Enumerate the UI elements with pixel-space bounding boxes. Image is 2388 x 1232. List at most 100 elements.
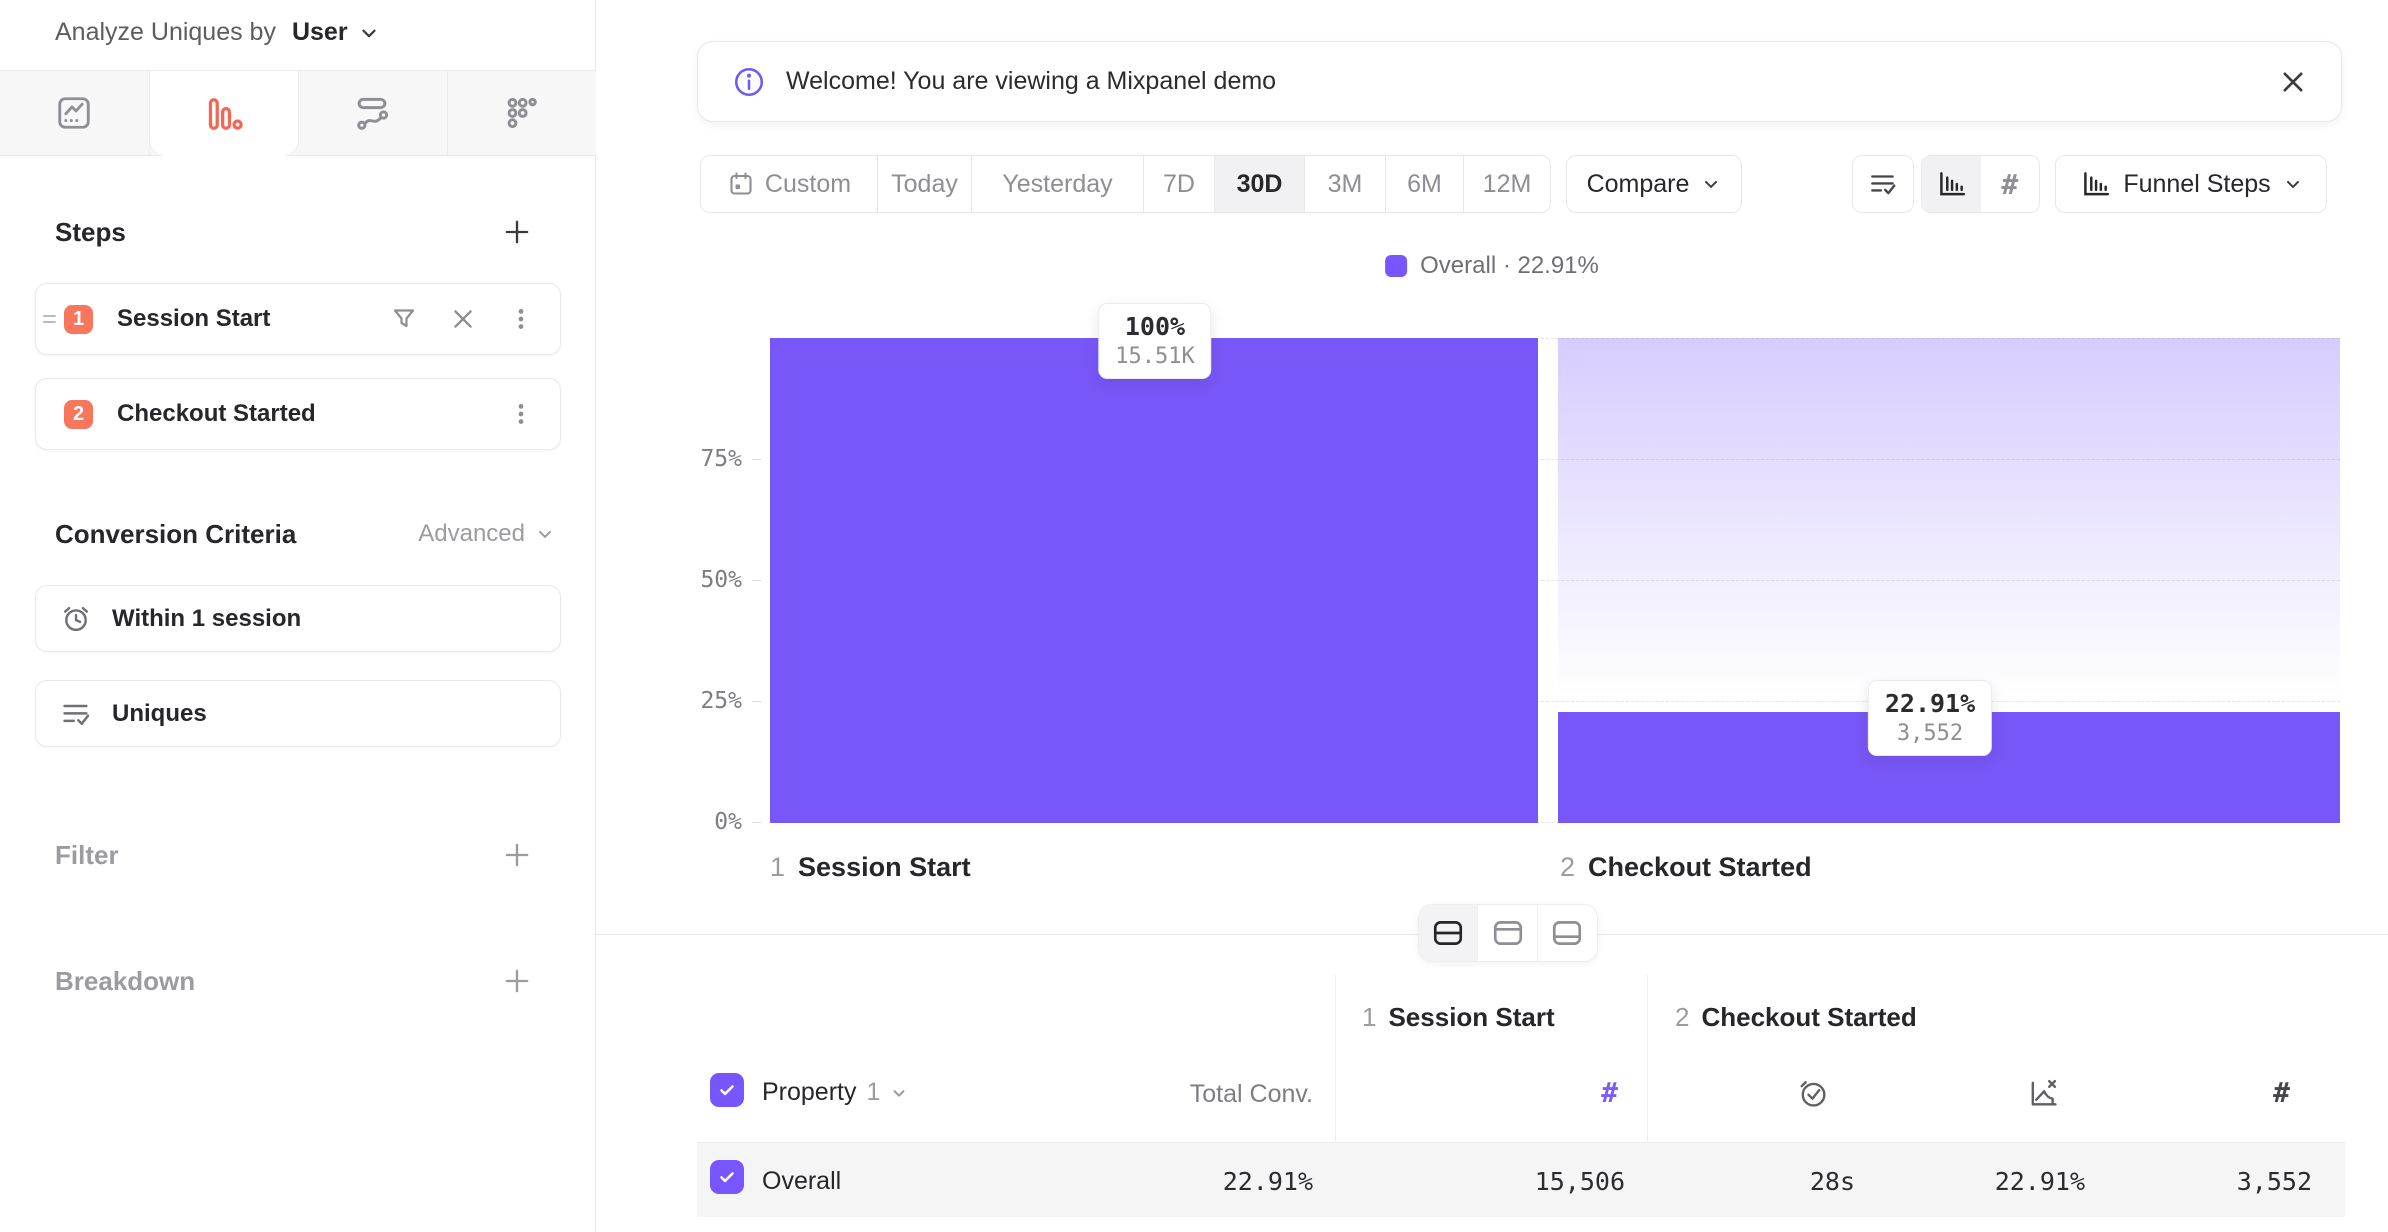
avg-time-header-icon[interactable]	[1790, 1076, 1830, 1110]
hash-icon: #	[1601, 1076, 1618, 1109]
list-check-icon	[1868, 169, 1898, 199]
step-label: Session Start	[117, 305, 271, 332]
group-name: Session Start	[1388, 1002, 1555, 1032]
gridline-0	[770, 822, 2340, 823]
chevron-down-icon	[2283, 174, 2303, 194]
counting-method-card[interactable]: Uniques	[35, 680, 561, 747]
retention-icon	[503, 94, 541, 132]
table-group-session-start: 1 Session Start	[1362, 1002, 1555, 1033]
cell-step2-uniques: 3,552	[2236, 1167, 2312, 1196]
property-label: Property	[762, 1078, 857, 1106]
group-name: Checkout Started	[1701, 1002, 1917, 1032]
drag-handle-icon[interactable]	[42, 310, 58, 328]
property-dropdown[interactable]: Property 1	[762, 1078, 908, 1107]
uniques-count-header-icon[interactable]: #	[1578, 1076, 1618, 1109]
bar-value-tooltip-step-1: 100% 15.51K	[1098, 303, 1212, 379]
tab-insights[interactable]	[0, 71, 150, 155]
date-range-yesterday[interactable]: Yesterday	[972, 156, 1144, 212]
tab-retention[interactable]	[448, 71, 597, 155]
layout-table-view[interactable]	[1538, 905, 1597, 961]
close-icon[interactable]	[2279, 68, 2307, 96]
row-checkbox[interactable]	[710, 1160, 744, 1194]
chevron-down-icon[interactable]	[358, 22, 380, 44]
bar-segment-converted	[770, 338, 1538, 823]
funnel-chart	[770, 338, 2340, 823]
gridline-100	[770, 338, 2340, 339]
value-display-toggle: #	[1921, 155, 2040, 213]
insights-icon	[55, 94, 93, 132]
date-range-6m[interactable]: 6M	[1386, 156, 1464, 212]
y-axis-tickmark	[752, 822, 761, 823]
conversion-chart-header-icon[interactable]	[2020, 1076, 2060, 1110]
select-all-checkbox[interactable]	[710, 1073, 744, 1107]
table-row-overall[interactable]	[697, 1143, 2345, 1217]
steps-heading: Steps	[55, 217, 126, 247]
date-range-label: 30D	[1236, 169, 1283, 198]
filter-funnel-icon[interactable]	[390, 305, 418, 333]
date-range-control: Custom Today Yesterday 7D 30D 3M 6M 12M	[700, 155, 1551, 213]
remove-step-icon[interactable]	[450, 306, 476, 332]
funnel-bar-step-2[interactable]	[1558, 338, 2340, 823]
breakdown-heading: Breakdown	[55, 966, 196, 996]
date-range-label: Yesterday	[1002, 169, 1113, 198]
layout-chart-view[interactable]	[1478, 905, 1538, 961]
step-card-1[interactable]: 1 Session Start	[35, 283, 561, 355]
funnel-bar-step-1[interactable]	[770, 338, 1538, 823]
date-range-7d[interactable]: 7D	[1144, 156, 1215, 212]
date-range-today[interactable]: Today	[878, 156, 972, 212]
funnel-bars-icon	[2079, 168, 2111, 200]
funnel-steps-dropdown[interactable]: Funnel Steps	[2055, 155, 2327, 213]
advanced-label: Advanced	[418, 520, 525, 547]
add-breakdown-button[interactable]	[500, 964, 534, 998]
add-filter-button[interactable]	[500, 838, 534, 872]
chevron-down-icon	[1701, 174, 1721, 194]
info-icon	[732, 65, 766, 99]
gridline-75	[770, 459, 2340, 460]
conversion-window-label: Within 1 session	[112, 604, 302, 632]
conversion-window-card[interactable]: Within 1 session	[35, 585, 561, 652]
date-range-12m[interactable]: 12M	[1464, 156, 1550, 212]
hash-icon: #	[2001, 167, 2019, 201]
table-column-divider	[1335, 975, 1336, 1217]
date-range-30d[interactable]: 30D	[1215, 156, 1305, 212]
step-card-2[interactable]: 2 Checkout Started	[35, 378, 561, 450]
toggle-numbers[interactable]: #	[1981, 156, 2040, 212]
kebab-menu-icon[interactable]	[508, 401, 534, 427]
uniques-count-header-icon[interactable]: #	[2250, 1076, 2290, 1109]
y-axis-tick: 0%	[714, 809, 742, 835]
advanced-dropdown[interactable]: Advanced	[418, 520, 555, 548]
funnel-steps-label: Funnel Steps	[2123, 169, 2271, 198]
y-axis-tick: 25%	[700, 688, 742, 714]
metrics-list-button[interactable]	[1852, 155, 1914, 213]
date-range-label: Custom	[764, 169, 852, 198]
date-range-3m[interactable]: 3M	[1305, 156, 1386, 212]
tooltip-percent: 22.91%	[1884, 689, 1976, 718]
legend-item-overall[interactable]: Overall · 22.91%	[1385, 252, 1599, 280]
cell-total-conv: 22.91%	[1222, 1167, 1313, 1196]
list-check-icon	[60, 698, 92, 730]
step-label: Checkout Started	[117, 400, 316, 427]
legend-swatch	[1385, 255, 1408, 277]
step-number-badge: 1	[64, 304, 93, 334]
report-tabstrip	[0, 70, 596, 156]
kebab-menu-icon[interactable]	[508, 306, 534, 332]
table-group-checkout-started: 2 Checkout Started	[1675, 1002, 1917, 1033]
add-step-button[interactable]	[500, 215, 534, 249]
toggle-bar-chart[interactable]	[1922, 156, 1981, 212]
table-row-divider	[697, 1142, 2345, 1143]
x-axis-step-label-2: 2 Checkout Started	[1560, 852, 1812, 883]
step-name: Session Start	[798, 852, 971, 882]
y-axis-tick: 75%	[700, 446, 742, 472]
tab-funnels[interactable]	[149, 71, 298, 156]
flows-icon	[353, 94, 391, 132]
welcome-banner: Welcome! You are viewing a Mixpanel demo	[697, 41, 2342, 122]
row-name: Overall	[762, 1167, 842, 1195]
analyze-by-value[interactable]: User	[291, 18, 348, 46]
compare-button[interactable]: Compare	[1566, 155, 1742, 213]
tab-flows[interactable]	[298, 71, 448, 155]
date-range-custom[interactable]: Custom	[701, 156, 878, 212]
tooltip-count: 3,552	[1896, 721, 1964, 746]
gridline-25	[770, 701, 2340, 702]
layout-split-view[interactable]	[1419, 905, 1479, 961]
